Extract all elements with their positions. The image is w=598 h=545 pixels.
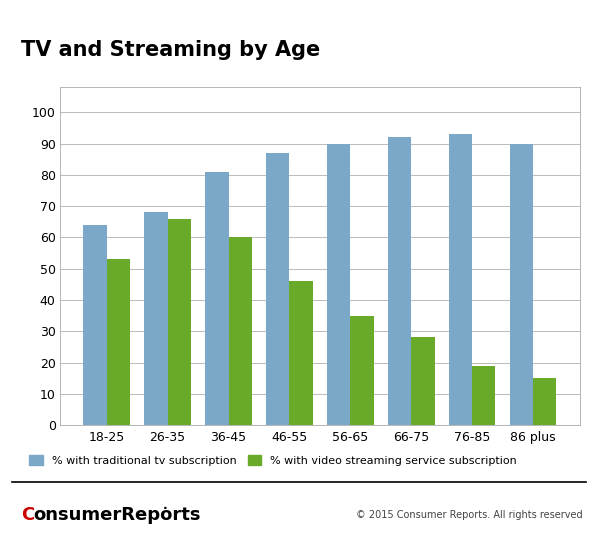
Bar bbox=[472, 366, 496, 425]
Bar bbox=[167, 219, 191, 425]
Bar bbox=[388, 137, 411, 425]
Bar bbox=[144, 213, 167, 425]
Text: © 2015 Consumer Reports. All rights reserved: © 2015 Consumer Reports. All rights rese… bbox=[356, 510, 583, 520]
Bar bbox=[106, 259, 130, 425]
Bar bbox=[205, 172, 228, 425]
Text: TV and Streaming by Age: TV and Streaming by Age bbox=[21, 40, 320, 60]
Text: onsumerReports: onsumerReports bbox=[33, 506, 201, 524]
Text: C: C bbox=[21, 506, 34, 524]
Bar bbox=[411, 337, 435, 425]
Bar bbox=[266, 153, 289, 425]
Text: ·: · bbox=[163, 502, 167, 515]
Bar bbox=[327, 143, 350, 425]
Bar bbox=[84, 225, 106, 425]
Bar bbox=[350, 316, 374, 425]
Bar bbox=[289, 281, 313, 425]
Bar bbox=[533, 378, 556, 425]
Bar bbox=[510, 143, 533, 425]
Legend: % with traditional tv subscription, % with video streaming service subscription: % with traditional tv subscription, % wi… bbox=[29, 456, 517, 466]
Bar bbox=[449, 134, 472, 425]
Bar bbox=[228, 238, 252, 425]
